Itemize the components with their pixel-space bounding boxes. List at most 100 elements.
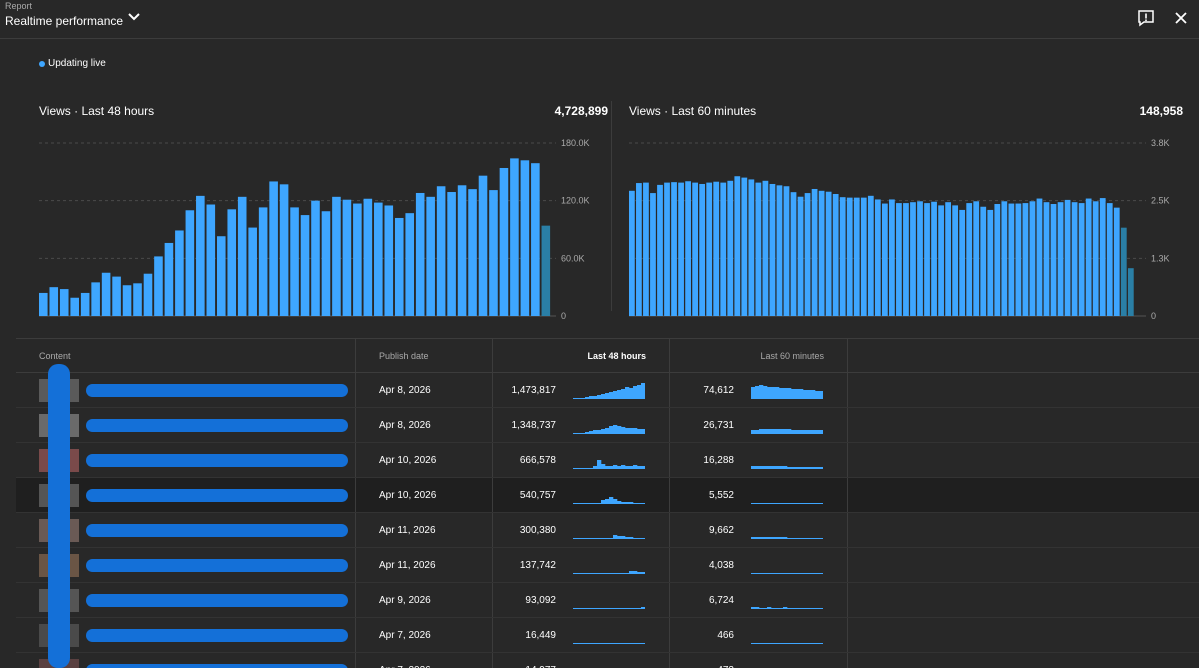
chart-60m-bar[interactable] — [1050, 204, 1057, 316]
chart-48h-bar[interactable] — [489, 190, 498, 316]
chart-60m-bar[interactable] — [776, 185, 783, 316]
chart-60m-bar[interactable] — [917, 201, 923, 316]
chart-60m-bar[interactable] — [931, 201, 937, 316]
chart-60m-bar[interactable] — [1099, 198, 1106, 316]
chart-60m-bar[interactable] — [1043, 202, 1050, 316]
chart-60m-bar[interactable] — [1106, 203, 1113, 316]
chart-48h-bar[interactable] — [196, 195, 205, 316]
table-row[interactable]: Apr 8, 2026 1,473,817 74,612 — [16, 373, 1199, 408]
chart-60m-bar[interactable] — [1022, 203, 1029, 316]
chart-60m-bar[interactable] — [1015, 203, 1022, 316]
table-row[interactable]: Apr 7, 2026 16,449 466 — [16, 618, 1199, 653]
chart-60m-bar[interactable] — [1078, 203, 1085, 316]
table-row[interactable]: Apr 9, 2026 93,092 6,724 — [16, 583, 1199, 618]
chart-60m-bar[interactable] — [896, 203, 902, 316]
chart-60m-bar[interactable] — [636, 183, 642, 316]
chart-60m-bar[interactable] — [727, 180, 734, 316]
chart-60m-bar[interactable] — [1127, 268, 1134, 316]
chart-48h-bar[interactable] — [541, 225, 551, 316]
chart-60m-bar[interactable] — [846, 197, 853, 316]
chart-60m-bar[interactable] — [720, 182, 727, 316]
chart-60m-bar[interactable] — [783, 186, 790, 316]
chart-60m-bar[interactable] — [938, 205, 944, 316]
chart-60m-bar[interactable] — [797, 196, 804, 316]
table-row[interactable]: Apr 11, 2026 137,742 4,038 — [16, 548, 1199, 583]
chart-60m-bar[interactable] — [1001, 201, 1008, 316]
chart-60m-bar[interactable] — [1057, 202, 1064, 316]
feedback-icon[interactable] — [1137, 9, 1155, 27]
chart-60m-bar[interactable] — [664, 182, 670, 316]
header-content[interactable]: Content — [39, 351, 71, 361]
chart-60m-bar[interactable] — [741, 177, 748, 316]
chart-60m-bar[interactable] — [839, 197, 846, 316]
chart-48h-bar[interactable] — [175, 230, 184, 316]
chart-60m-bar[interactable] — [811, 188, 818, 316]
chart-60m-bar[interactable] — [959, 209, 966, 316]
chart-60m-bar[interactable] — [889, 199, 895, 316]
chart-48h-bar[interactable] — [112, 276, 121, 316]
chart-60m-bar[interactable] — [924, 203, 930, 316]
chart-60m-bar[interactable] — [910, 202, 916, 316]
table-row[interactable]: Apr 8, 2026 1,348,737 26,731 — [16, 408, 1199, 443]
redacted-title[interactable] — [86, 489, 348, 502]
chart-48h-bar[interactable] — [49, 287, 59, 316]
chart-48h-bar[interactable] — [300, 215, 310, 316]
report-title[interactable]: Realtime performance — [5, 14, 124, 28]
chart-60m-bar[interactable] — [867, 195, 874, 316]
chart-60m-bar[interactable] — [818, 190, 825, 316]
chart-60m-bar[interactable] — [1120, 227, 1127, 316]
redacted-title[interactable] — [86, 594, 348, 607]
chart-48h-bar[interactable] — [447, 192, 456, 316]
chart-48h-bar[interactable] — [520, 160, 530, 316]
chart-60m-bar[interactable] — [713, 181, 720, 316]
chart-48h-bar[interactable] — [258, 207, 268, 316]
chart-48h-bar[interactable] — [531, 163, 540, 316]
chart-60m-bar[interactable] — [980, 206, 987, 316]
chart-48h-bar[interactable] — [478, 175, 488, 316]
chart-60m-bar[interactable] — [769, 183, 776, 316]
chart-60m-bar[interactable] — [987, 209, 994, 316]
chart-60m-bar[interactable] — [734, 176, 741, 316]
chart-60m-bar[interactable] — [874, 199, 881, 316]
chart-60m-bar[interactable] — [1008, 203, 1015, 316]
chart-60m-bar[interactable] — [762, 180, 769, 316]
chart-60m-bar[interactable] — [685, 181, 691, 316]
chart-60m-bar[interactable] — [994, 204, 1001, 316]
chart-48h-bar[interactable] — [279, 184, 289, 316]
redacted-title[interactable] — [86, 384, 348, 397]
chart-60m-bar[interactable] — [790, 192, 797, 316]
chart-48h-bar[interactable] — [426, 196, 435, 316]
chart-48h-bar[interactable] — [290, 207, 299, 316]
chart-60m-bar[interactable] — [853, 197, 860, 316]
redacted-title[interactable] — [86, 524, 348, 537]
chart-48h-bar[interactable] — [91, 282, 100, 316]
redacted-title[interactable] — [86, 664, 348, 668]
chart-60m-bar[interactable] — [1092, 201, 1099, 316]
chart-60m-bar[interactable] — [643, 182, 649, 316]
redacted-title[interactable] — [86, 419, 348, 432]
chart-60m-bar[interactable] — [804, 193, 811, 316]
chart-60m-bar[interactable] — [671, 182, 677, 316]
chart-48h-bar[interactable] — [39, 292, 48, 316]
chart-60m-bar[interactable] — [1113, 207, 1120, 316]
chart-48h-bar[interactable] — [164, 242, 174, 316]
redacted-title[interactable] — [86, 454, 348, 467]
chart-48h-bar[interactable] — [342, 199, 352, 316]
chart-60m-bar[interactable] — [825, 191, 832, 316]
redacted-title[interactable] — [86, 559, 348, 572]
chart-48h-bar[interactable] — [332, 196, 341, 316]
chart-60m-bar[interactable] — [692, 182, 699, 316]
chart-48h-bar[interactable] — [353, 203, 362, 316]
chart-48h-bar[interactable] — [101, 272, 111, 316]
chevron-down-icon[interactable] — [125, 8, 143, 26]
header-publish-date[interactable]: Publish date — [379, 351, 429, 361]
table-row[interactable]: Apr 10, 2026 540,757 5,552 — [16, 478, 1199, 513]
chart-48h-bar[interactable] — [384, 205, 394, 316]
chart-48h-bar[interactable] — [227, 209, 237, 316]
chart-48h-bar[interactable] — [216, 236, 226, 316]
chart-48h-bar[interactable] — [59, 289, 69, 316]
chart-48h-bar[interactable] — [394, 217, 404, 316]
chart-48h-bar[interactable] — [436, 186, 446, 316]
chart-48h-bar[interactable] — [70, 297, 79, 316]
chart-60m-bar[interactable] — [832, 193, 839, 316]
